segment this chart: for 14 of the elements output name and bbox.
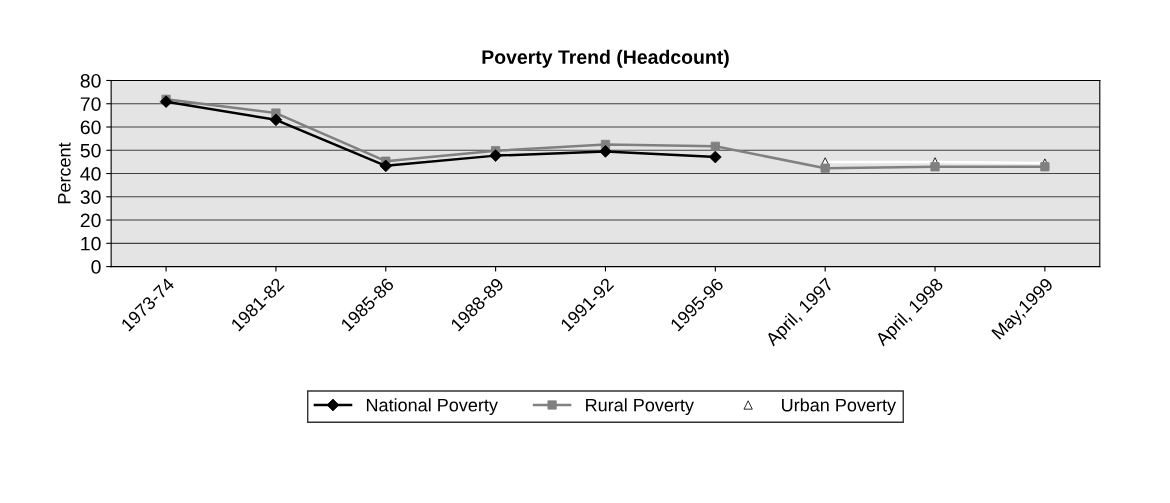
y-tick-label: 60	[80, 120, 101, 135]
y-tick-label: 50	[80, 143, 101, 158]
y-tick-label: 10	[81, 236, 101, 251]
y-tick-label: 20	[80, 213, 101, 228]
legend-label: Urban Poverty	[782, 398, 897, 416]
legend-label: Rural Poverty	[586, 398, 694, 416]
y-tick-label: 30	[80, 190, 101, 205]
y-axis-title: Percent	[58, 142, 71, 204]
y-tick-label: 70	[80, 97, 101, 111]
legend-label: National Poverty	[366, 398, 498, 416]
y-tick-label: 40	[80, 167, 101, 181]
y-tick-label: 0	[91, 260, 101, 274]
y-tick-label: 80	[80, 73, 101, 88]
chart-title: Poverty Trend (Headcount)	[482, 49, 729, 68]
